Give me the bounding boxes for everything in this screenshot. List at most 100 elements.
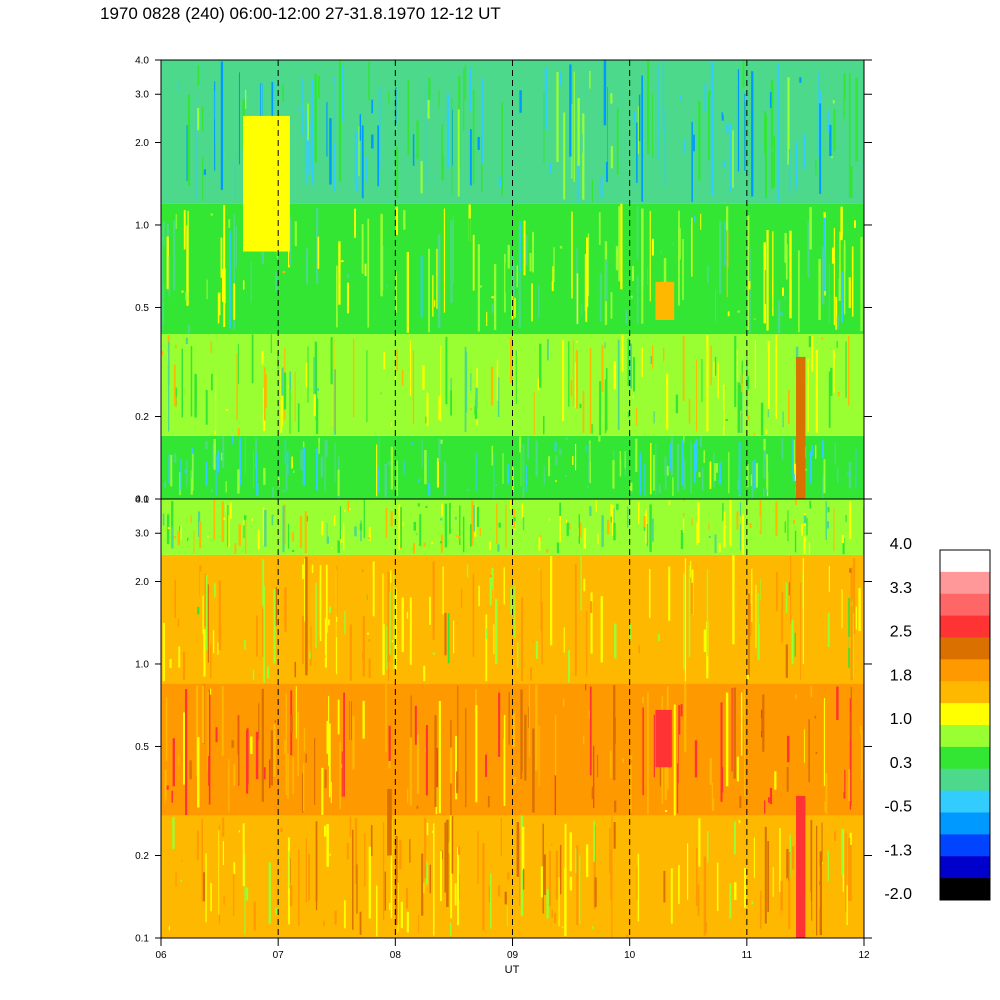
texture-streak	[810, 685, 813, 698]
texture-streak	[766, 229, 769, 331]
texture-streak	[287, 245, 290, 268]
texture-streak	[507, 464, 510, 485]
texture-streak	[697, 479, 700, 494]
texture-streak	[282, 84, 284, 102]
texture-streak	[218, 824, 221, 924]
texture-streak	[662, 627, 665, 649]
texture-streak	[427, 100, 430, 119]
texture-streak	[292, 126, 295, 141]
texture-streak	[643, 526, 646, 531]
texture-streak	[277, 255, 279, 276]
texture-streak	[291, 549, 295, 552]
texture-streak	[696, 522, 698, 546]
texture-streak	[763, 450, 766, 479]
texture-streak	[464, 346, 467, 432]
texture-streak	[426, 822, 429, 836]
texture-streak	[290, 715, 293, 733]
texture-streak	[319, 565, 322, 608]
texture-streak	[653, 411, 655, 424]
panels-layer: 0.10.20.51.02.03.04.00.10.20.51.02.03.04…	[135, 56, 872, 945]
texture-streak	[422, 365, 425, 390]
texture-streak	[850, 166, 853, 198]
texture-streak	[827, 506, 830, 513]
texture-streak	[531, 69, 533, 79]
texture-streak	[855, 448, 857, 489]
texture-streak	[362, 652, 364, 661]
texture-streak	[710, 345, 712, 385]
texture-streak	[811, 227, 813, 330]
texture-streak	[389, 592, 391, 655]
texture-streak	[785, 244, 788, 280]
texture-streak	[448, 502, 451, 534]
texture-streak	[786, 878, 788, 911]
texture-streak	[590, 156, 594, 168]
texture-streak	[173, 536, 177, 539]
texture-streak	[409, 737, 412, 806]
texture-streak	[598, 436, 601, 442]
texture-streak	[273, 589, 276, 664]
texture-streak	[462, 516, 465, 553]
texture-streak	[681, 439, 684, 487]
texture-streak	[753, 433, 756, 436]
texture-streak	[853, 557, 856, 635]
texture-streak	[278, 476, 280, 487]
texture-streak	[722, 767, 724, 793]
texture-streak	[729, 705, 731, 789]
texture-streak	[403, 460, 405, 475]
texture-streak	[370, 135, 373, 175]
texture-streak	[858, 225, 860, 303]
texture-streak	[172, 738, 175, 787]
texture-streak	[618, 206, 621, 282]
texture-streak	[422, 882, 425, 894]
texture-streak	[289, 373, 291, 434]
texture-streak	[589, 70, 591, 89]
texture-streak	[701, 467, 704, 491]
colorbar-label: 1.8	[890, 667, 912, 684]
texture-streak	[827, 850, 829, 882]
texture-streak	[424, 818, 427, 879]
texture-streak	[171, 501, 174, 528]
texture-streak	[674, 524, 677, 537]
texture-streak	[803, 536, 806, 555]
texture-streak	[449, 747, 453, 784]
texture-streak	[708, 523, 710, 530]
texture-streak	[363, 499, 365, 539]
texture-streak	[781, 287, 784, 296]
texture-streak	[587, 233, 590, 297]
texture-streak	[403, 210, 406, 230]
texture-streak	[228, 515, 230, 548]
texture-streak	[305, 556, 308, 676]
texture-streak	[596, 207, 598, 230]
texture-streak	[852, 613, 854, 679]
texture-streak	[437, 472, 441, 482]
texture-streak	[508, 692, 510, 745]
texture-streak	[620, 203, 623, 290]
texture-streak	[491, 445, 494, 466]
texture-streak	[474, 399, 478, 419]
texture-streak	[165, 697, 168, 761]
texture-streak	[594, 877, 597, 907]
texture-streak	[438, 89, 440, 120]
texture-streak	[341, 64, 344, 122]
texture-streak	[690, 355, 693, 417]
texture-streak	[543, 465, 545, 485]
texture-streak	[721, 411, 724, 426]
texture-streak	[769, 92, 772, 109]
texture-streak	[652, 277, 656, 300]
texture-streak	[466, 488, 469, 491]
texture-streak	[368, 658, 371, 678]
texture-streak	[400, 506, 402, 548]
texture-streak	[440, 345, 442, 422]
texture-streak	[481, 689, 484, 793]
texture-streak	[190, 345, 193, 417]
texture-streak	[510, 499, 512, 510]
texture-streak	[493, 264, 497, 330]
texture-streak	[409, 839, 411, 863]
texture-streak	[749, 247, 751, 334]
texture-streak	[636, 205, 639, 260]
texture-streak	[286, 451, 289, 476]
texture-streak	[395, 835, 398, 926]
texture-streak	[846, 885, 848, 926]
texture-streak	[676, 444, 680, 492]
texture-streak	[469, 129, 472, 186]
